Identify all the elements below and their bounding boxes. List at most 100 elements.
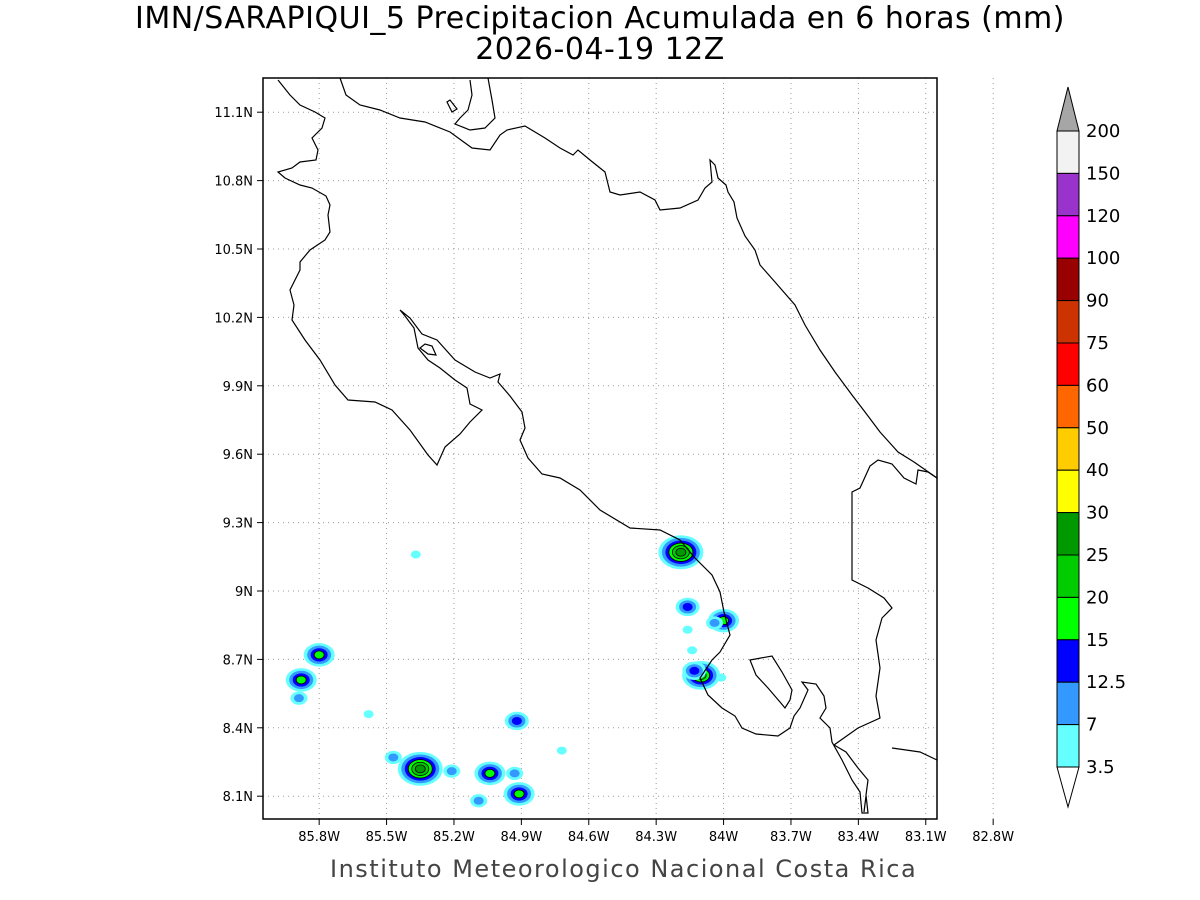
coastline <box>749 655 793 710</box>
colorbar-swatch <box>1056 130 1080 174</box>
colorbar-swatch <box>1056 300 1080 344</box>
precip-cell <box>384 750 402 765</box>
x-tick-label: 85.2W <box>433 830 475 845</box>
colorbar-label: 3.5 <box>1086 757 1115 778</box>
precip-cell <box>290 691 308 705</box>
colorbar-swatch <box>1056 384 1080 429</box>
precip-contour <box>446 767 457 776</box>
colorbar-over-triangle <box>1056 86 1080 132</box>
coastline <box>339 77 938 479</box>
x-tick-label: 83.1W <box>905 830 947 845</box>
precip-cell <box>470 794 488 808</box>
precip-contour <box>295 675 307 685</box>
y-tick-label: 9.9N <box>223 380 253 395</box>
precip-contour <box>388 753 399 762</box>
precip-contour <box>716 673 727 682</box>
coastline <box>446 99 458 113</box>
colorbar-swatch <box>1056 427 1080 471</box>
axis-ticks: 11.1N 10.8N 10.5N 10.2N 9.9N 9.6N 9.3N 9N 8.7N 8.… <box>214 106 1014 845</box>
precip-contour <box>675 547 687 557</box>
precip-contour <box>682 602 693 611</box>
precip-contour <box>509 769 520 778</box>
precip-cell <box>410 550 421 559</box>
colorbar-label: 200 <box>1086 121 1120 142</box>
colorbar-label: 25 <box>1086 545 1109 566</box>
colorbar-label: 40 <box>1086 460 1109 481</box>
precip-contour <box>293 694 304 703</box>
gridlines <box>263 78 994 819</box>
x-tick-label: 84.6W <box>568 830 610 845</box>
precip-cell <box>506 766 524 781</box>
precip-contour <box>313 650 325 660</box>
colorbar-label: 15 <box>1086 630 1109 651</box>
colorbar-label: 150 <box>1086 163 1120 184</box>
precip-cell <box>363 710 374 719</box>
precip-contour <box>709 618 720 627</box>
precip-cell <box>706 616 724 630</box>
y-tick-label: 9N <box>235 585 253 600</box>
y-tick-label: 11.1N <box>214 106 253 121</box>
precip-cell <box>675 597 700 617</box>
precip-contour <box>473 796 484 805</box>
y-tick-label: 9.3N <box>223 517 253 532</box>
precip-cell <box>397 751 443 786</box>
y-tick-label: 8.4N <box>223 722 253 737</box>
x-tick-label: 82.8W <box>972 830 1014 845</box>
coastline <box>454 77 496 131</box>
colorbar-label: 120 <box>1086 206 1120 227</box>
precipitation-field <box>285 535 740 808</box>
colorbar-swatch <box>1056 639 1080 683</box>
map-datetime: 2026-04-19 12Z <box>475 32 725 67</box>
precip-contour <box>414 764 426 774</box>
colorbar-swatch <box>1056 554 1080 598</box>
precip-cell <box>682 625 693 634</box>
colorbar-swatch <box>1056 257 1080 302</box>
colorbar-label: 75 <box>1086 333 1109 354</box>
colorbar: 3.5 7 12.5 15 20 25 30 40 50 60 75 90 100 120 150 200 <box>1056 86 1126 809</box>
colorbar-label: 90 <box>1086 291 1109 312</box>
precip-cell <box>687 646 698 655</box>
coastline <box>891 747 938 761</box>
coastlines <box>276 77 938 814</box>
x-tick-label: 85.5W <box>366 830 408 845</box>
y-tick-label: 10.8N <box>214 175 253 190</box>
precip-cell <box>504 711 529 731</box>
precip-contour <box>410 550 421 559</box>
colorbar-label: 7 <box>1086 715 1097 736</box>
colorbar-swatch <box>1056 512 1080 556</box>
precip-cell <box>503 782 535 806</box>
colorbar-swatch <box>1056 342 1080 386</box>
precip-cell <box>682 661 707 680</box>
x-tick-label: 85.8W <box>298 830 340 845</box>
x-tick-label: 83.4W <box>837 830 879 845</box>
y-tick-label: 9.6N <box>223 448 253 463</box>
colorbar-label: 100 <box>1086 248 1120 269</box>
y-tick-label: 8.7N <box>223 653 253 668</box>
precip-contour <box>513 789 525 799</box>
precip-cell <box>556 746 567 755</box>
coastline <box>276 79 938 814</box>
y-tick-label: 10.5N <box>214 243 253 258</box>
x-tick-label: 84W <box>709 830 739 845</box>
precip-cell <box>474 761 506 786</box>
colorbar-swatch <box>1056 681 1080 726</box>
x-tick-label: 83.7W <box>770 830 812 845</box>
precip-cell <box>285 668 317 692</box>
footer-credit: Instituto Meteorologico Nacional Costa R… <box>330 855 918 883</box>
precip-cell <box>443 764 461 778</box>
precip-contour <box>484 769 496 778</box>
map-frame <box>262 77 938 820</box>
y-tick-label: 10.2N <box>214 311 253 326</box>
colorbar-label: 60 <box>1086 375 1109 396</box>
precip-cell <box>716 673 727 682</box>
colorbar-swatch <box>1056 172 1080 217</box>
precip-contour <box>363 710 374 719</box>
x-tick-label: 84.9W <box>500 830 542 845</box>
colorbar-swatch <box>1056 469 1080 514</box>
precip-contour <box>682 625 693 634</box>
colorbar-swatch <box>1056 215 1080 259</box>
precip-contour <box>687 646 698 655</box>
colorbar-label: 20 <box>1086 587 1109 608</box>
colorbar-swatch <box>1056 596 1080 641</box>
